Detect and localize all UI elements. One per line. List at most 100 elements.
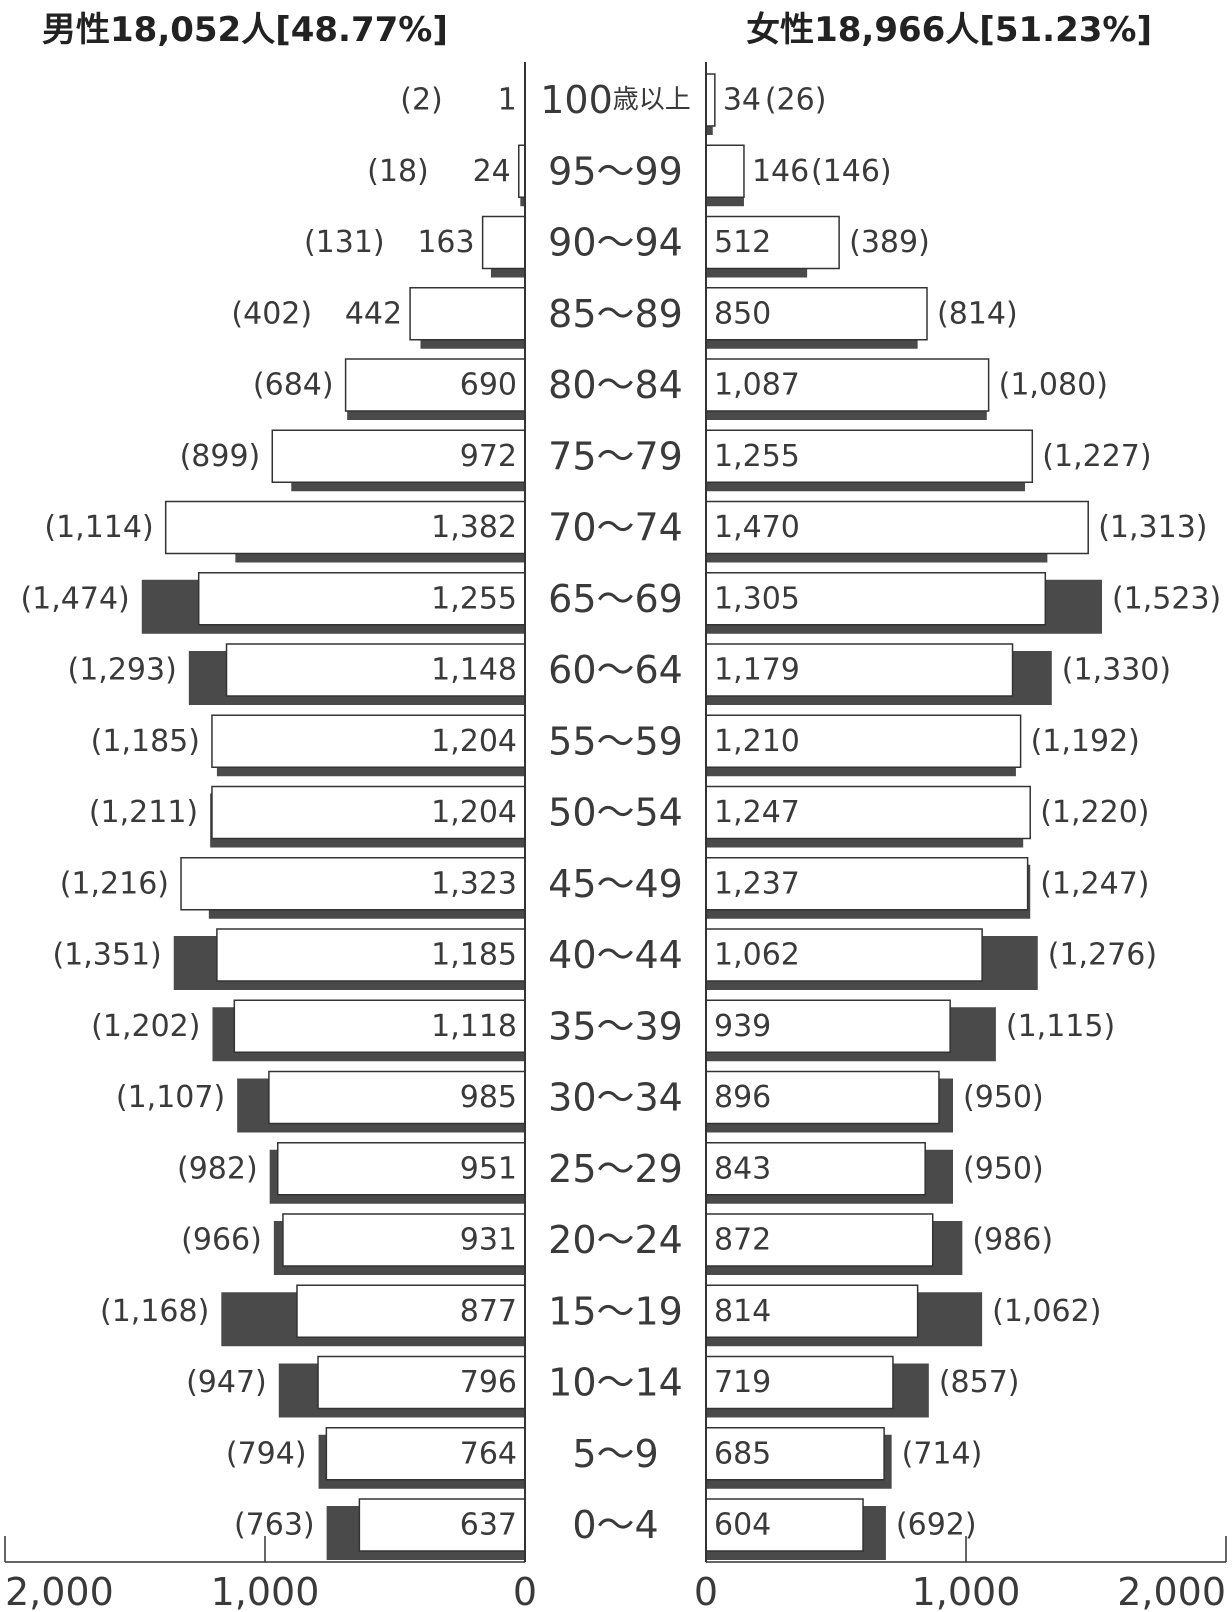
male-previous-value-label: (763) [234, 1508, 315, 1543]
male-previous-value-label: (1,185) [91, 724, 200, 759]
female-current-bar [705, 1498, 864, 1552]
female-previous-value-label: (1,115) [1006, 1009, 1115, 1044]
female-previous-value-label: (26) [765, 83, 827, 118]
male-current-value-label: 1 [498, 83, 517, 118]
male-current-value-label: 951 [460, 1151, 517, 1186]
female-current-bar [705, 358, 990, 412]
female-current-bar [705, 1284, 919, 1338]
age-group-label: 65〜69 [548, 577, 683, 621]
male-current-bar [296, 1284, 526, 1338]
female-x-tick-label: 0 [694, 1570, 718, 1612]
female-previous-value-label: (1,192) [1031, 724, 1140, 759]
age-group-label: 0〜4 [572, 1503, 658, 1547]
age-group-label: 30〜34 [548, 1076, 683, 1120]
male-previous-value-label: (18) [367, 154, 429, 189]
age-group-label: 45〜49 [548, 862, 683, 906]
female-previous-value-label: (1,247) [1040, 866, 1149, 901]
age-group-label: 20〜24 [548, 1218, 683, 1262]
female-current-value-label: 814 [714, 1294, 771, 1329]
male-previous-value-label: (1,216) [60, 866, 169, 901]
female-current-value-label: 1,062 [714, 938, 800, 973]
male-x-tick-label: 1,000 [211, 1570, 320, 1612]
male-current-value-label: 163 [417, 225, 474, 260]
male-total-heading: 男性18,052人[48.77%] [42, 10, 448, 50]
male-current-bar [197, 572, 526, 626]
female-current-value-label: 1,210 [714, 724, 800, 759]
age-group-label: 40〜44 [548, 933, 683, 977]
male-current-bar [344, 358, 526, 412]
female-current-bar [705, 215, 840, 270]
female-previous-value-label: (1,227) [1042, 439, 1151, 474]
male-current-value-label: 637 [460, 1508, 517, 1543]
age-group-label: 90〜94 [548, 221, 683, 265]
male-current-bar [268, 1070, 526, 1125]
female-current-bar [705, 999, 951, 1053]
female-current-bar [705, 785, 1031, 840]
female-current-value-label: 1,470 [714, 510, 800, 545]
male-previous-value-label: (1,211) [89, 795, 198, 830]
male-current-value-label: 931 [460, 1223, 517, 1258]
age-group-label: 80〜84 [548, 363, 683, 407]
age-group-label: 25〜29 [548, 1147, 683, 1191]
male-current-value-label: 690 [460, 368, 517, 403]
age-group-label: 100歳以上 [540, 78, 691, 122]
male-x-tick-label: 0 [513, 1570, 537, 1612]
female-previous-value-label: (1,313) [1098, 510, 1207, 545]
male-current-value-label: 24 [473, 154, 511, 189]
male-current-bar [225, 643, 526, 697]
male-current-value-label: 442 [345, 296, 402, 331]
age-group-label: 75〜79 [548, 434, 683, 478]
female-total-heading: 女性18,966人[51.23%] [746, 10, 1152, 50]
age-group-label: 70〜74 [548, 506, 683, 550]
female-current-bar [705, 1142, 926, 1196]
male-current-bar [211, 714, 526, 768]
age-group-label: 35〜39 [548, 1004, 683, 1048]
male-current-bar [282, 1213, 526, 1267]
age-group-label: 50〜54 [548, 791, 683, 835]
age-group-label: 55〜59 [548, 719, 683, 763]
male-current-bar [409, 287, 526, 341]
female-current-bar [705, 73, 716, 127]
age-group-label: 5〜9 [572, 1432, 658, 1476]
male-previous-value-label: (1,351) [52, 938, 161, 973]
male-previous-value-label: (1,114) [44, 510, 153, 545]
male-current-value-label: 985 [460, 1080, 517, 1115]
male-previous-value-label: (684) [253, 368, 334, 403]
male-current-value-label: 1,382 [431, 510, 517, 545]
female-current-bar [705, 287, 928, 341]
female-current-value-label: 146 [752, 154, 809, 189]
female-current-value-label: 1,087 [714, 368, 800, 403]
age-group-label: 10〜14 [548, 1361, 683, 1405]
female-current-value-label: 604 [714, 1508, 771, 1543]
male-current-bar [164, 500, 526, 555]
female-previous-value-label: (1,062) [992, 1294, 1101, 1329]
male-current-bar [271, 429, 526, 483]
female-current-value-label: 1,247 [714, 795, 800, 830]
female-previous-value-label: (814) [937, 296, 1018, 331]
female-previous-value-label: (1,330) [1062, 653, 1171, 688]
female-previous-value-label: (986) [972, 1223, 1053, 1258]
female-current-bar [705, 144, 745, 198]
male-current-bar [325, 1427, 526, 1481]
female-previous-value-label: (950) [963, 1151, 1044, 1186]
female-current-value-label: 939 [714, 1009, 771, 1044]
age-group-label: 15〜19 [548, 1289, 683, 1333]
female-previous-value-label: (1,276) [1048, 938, 1157, 973]
male-previous-value-label: (899) [180, 439, 261, 474]
male-current-value-label: 972 [460, 439, 517, 474]
male-current-value-label: 1,204 [431, 795, 517, 830]
female-current-bar [705, 714, 1022, 768]
age-group-label: 60〜64 [548, 648, 683, 692]
female-x-tick-label: 2,000 [1117, 1570, 1226, 1612]
male-previous-value-label: (1,168) [100, 1294, 209, 1329]
male-current-bar [276, 1142, 526, 1196]
female-previous-value-label: (692) [896, 1508, 977, 1543]
male-current-bar [180, 857, 526, 911]
male-current-value-label: 877 [460, 1294, 517, 1329]
male-current-value-label: 796 [460, 1365, 517, 1400]
female-previous-value-label: (950) [963, 1080, 1044, 1115]
male-previous-value-label: (402) [231, 296, 312, 331]
female-previous-value-label: (146) [811, 154, 892, 189]
female-previous-value-label: (1,523) [1112, 581, 1221, 616]
male-previous-value-label: (1,202) [91, 1009, 200, 1044]
